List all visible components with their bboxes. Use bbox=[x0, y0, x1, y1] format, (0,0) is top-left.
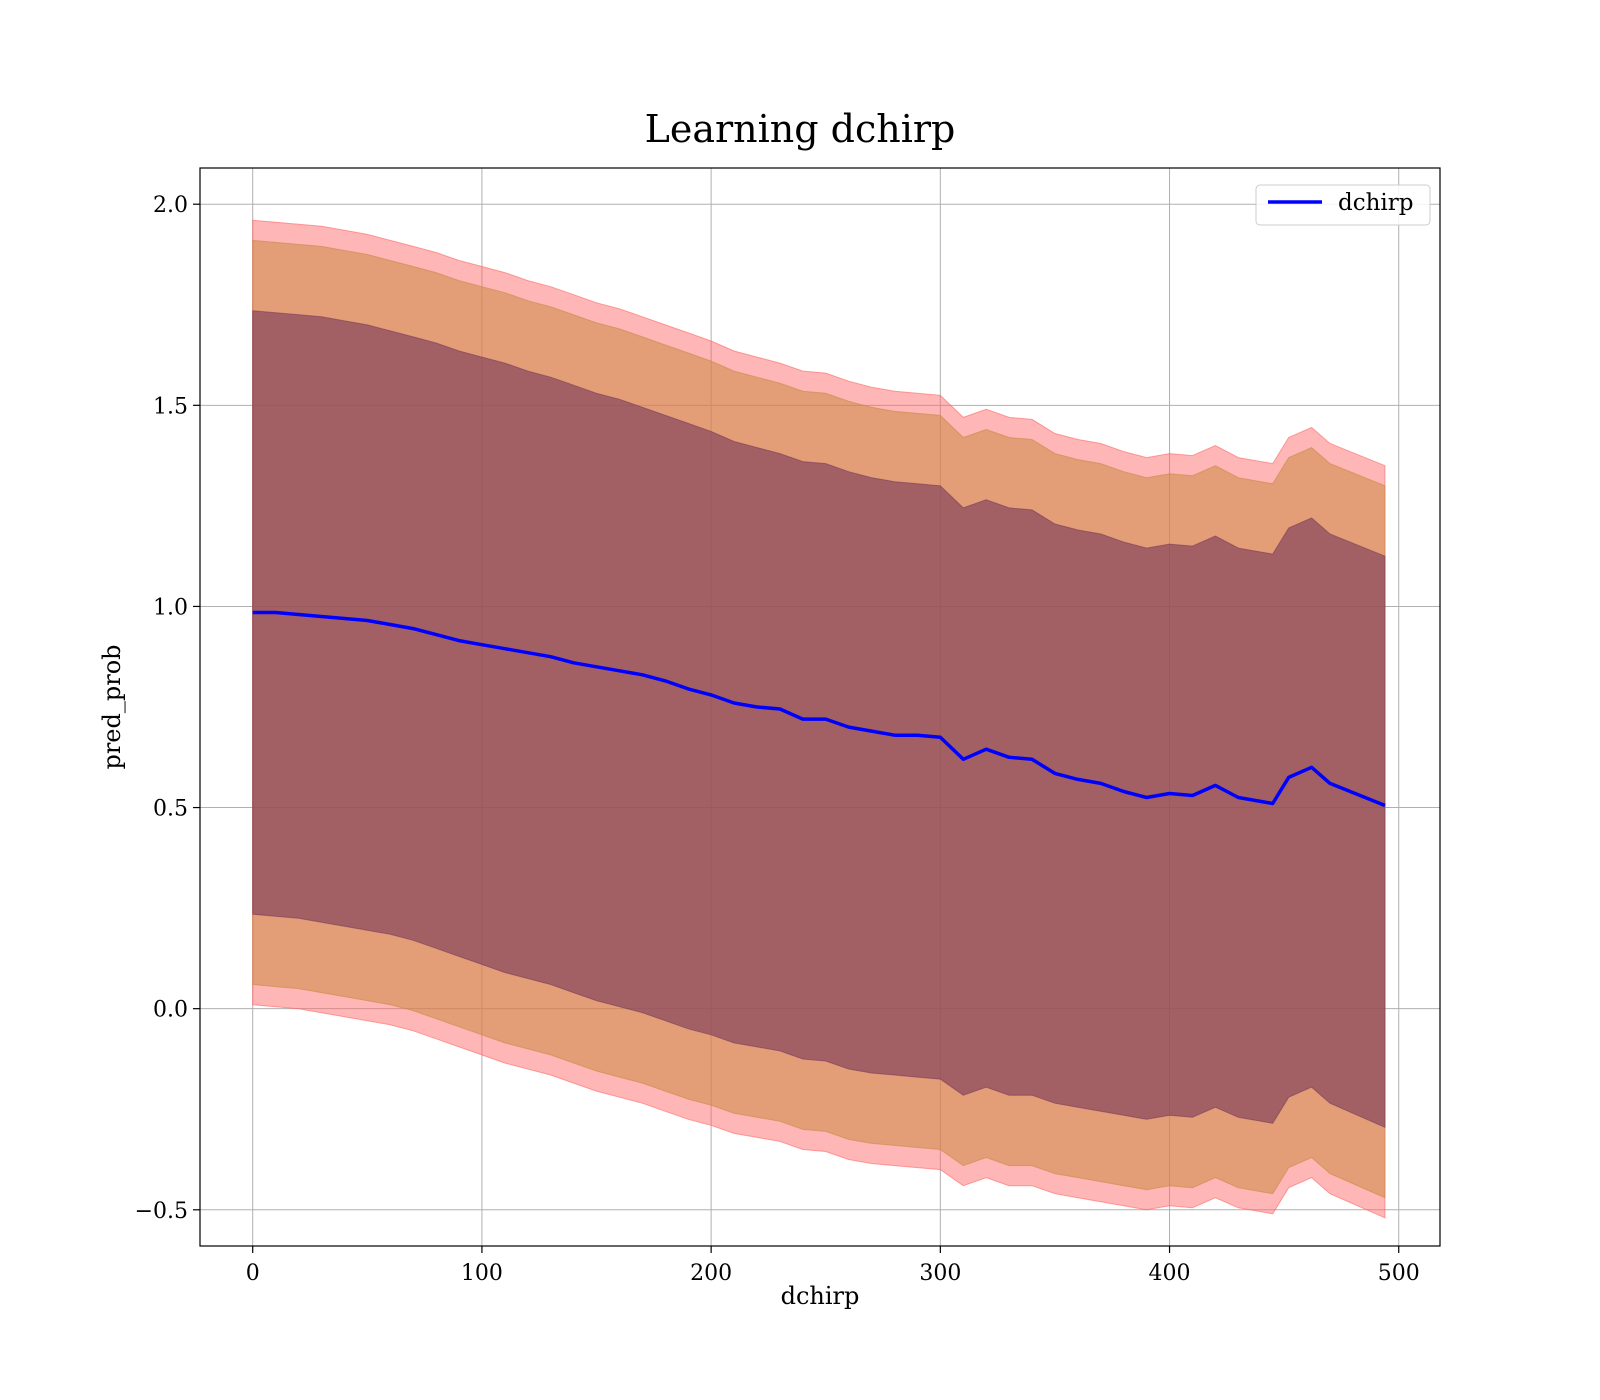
x-tick-label-4: 400 bbox=[1149, 1261, 1191, 1286]
series-lines bbox=[252, 610, 1386, 808]
y-tick-label-4: 1.5 bbox=[153, 394, 188, 419]
plot-frame bbox=[199, 167, 1441, 1247]
legend-label-dchirp: dchirp bbox=[1338, 190, 1414, 216]
x-tick-label-0: 0 bbox=[246, 1261, 260, 1286]
y-tick-label-3: 1.0 bbox=[153, 595, 188, 620]
y-tick-label-1: 0.0 bbox=[153, 998, 188, 1023]
y-tick-label-0: −0.5 bbox=[135, 1199, 188, 1224]
x-tick-label-5: 500 bbox=[1378, 1261, 1420, 1286]
legend-box bbox=[1255, 184, 1431, 226]
y-axis-label: pred_prob bbox=[98, 644, 126, 769]
chart-title: Learning dchirp bbox=[645, 107, 956, 151]
x-tick-label-1: 100 bbox=[461, 1261, 503, 1286]
axis-ticks: 0 100 200 300 400 500 −0.5 0.0 0.5 1.0 1.5 2.0 bbox=[135, 193, 1420, 1286]
legend: dchirp bbox=[1255, 184, 1431, 226]
x-axis-label: dchirp bbox=[781, 1282, 860, 1310]
series-line-dchirp bbox=[252, 610, 1386, 808]
x-tick-label-2: 200 bbox=[690, 1261, 732, 1286]
x-tick-label-3: 300 bbox=[919, 1261, 961, 1286]
y-tick-label-2: 0.5 bbox=[153, 797, 188, 822]
y-tick-label-5: 2.0 bbox=[153, 193, 188, 218]
